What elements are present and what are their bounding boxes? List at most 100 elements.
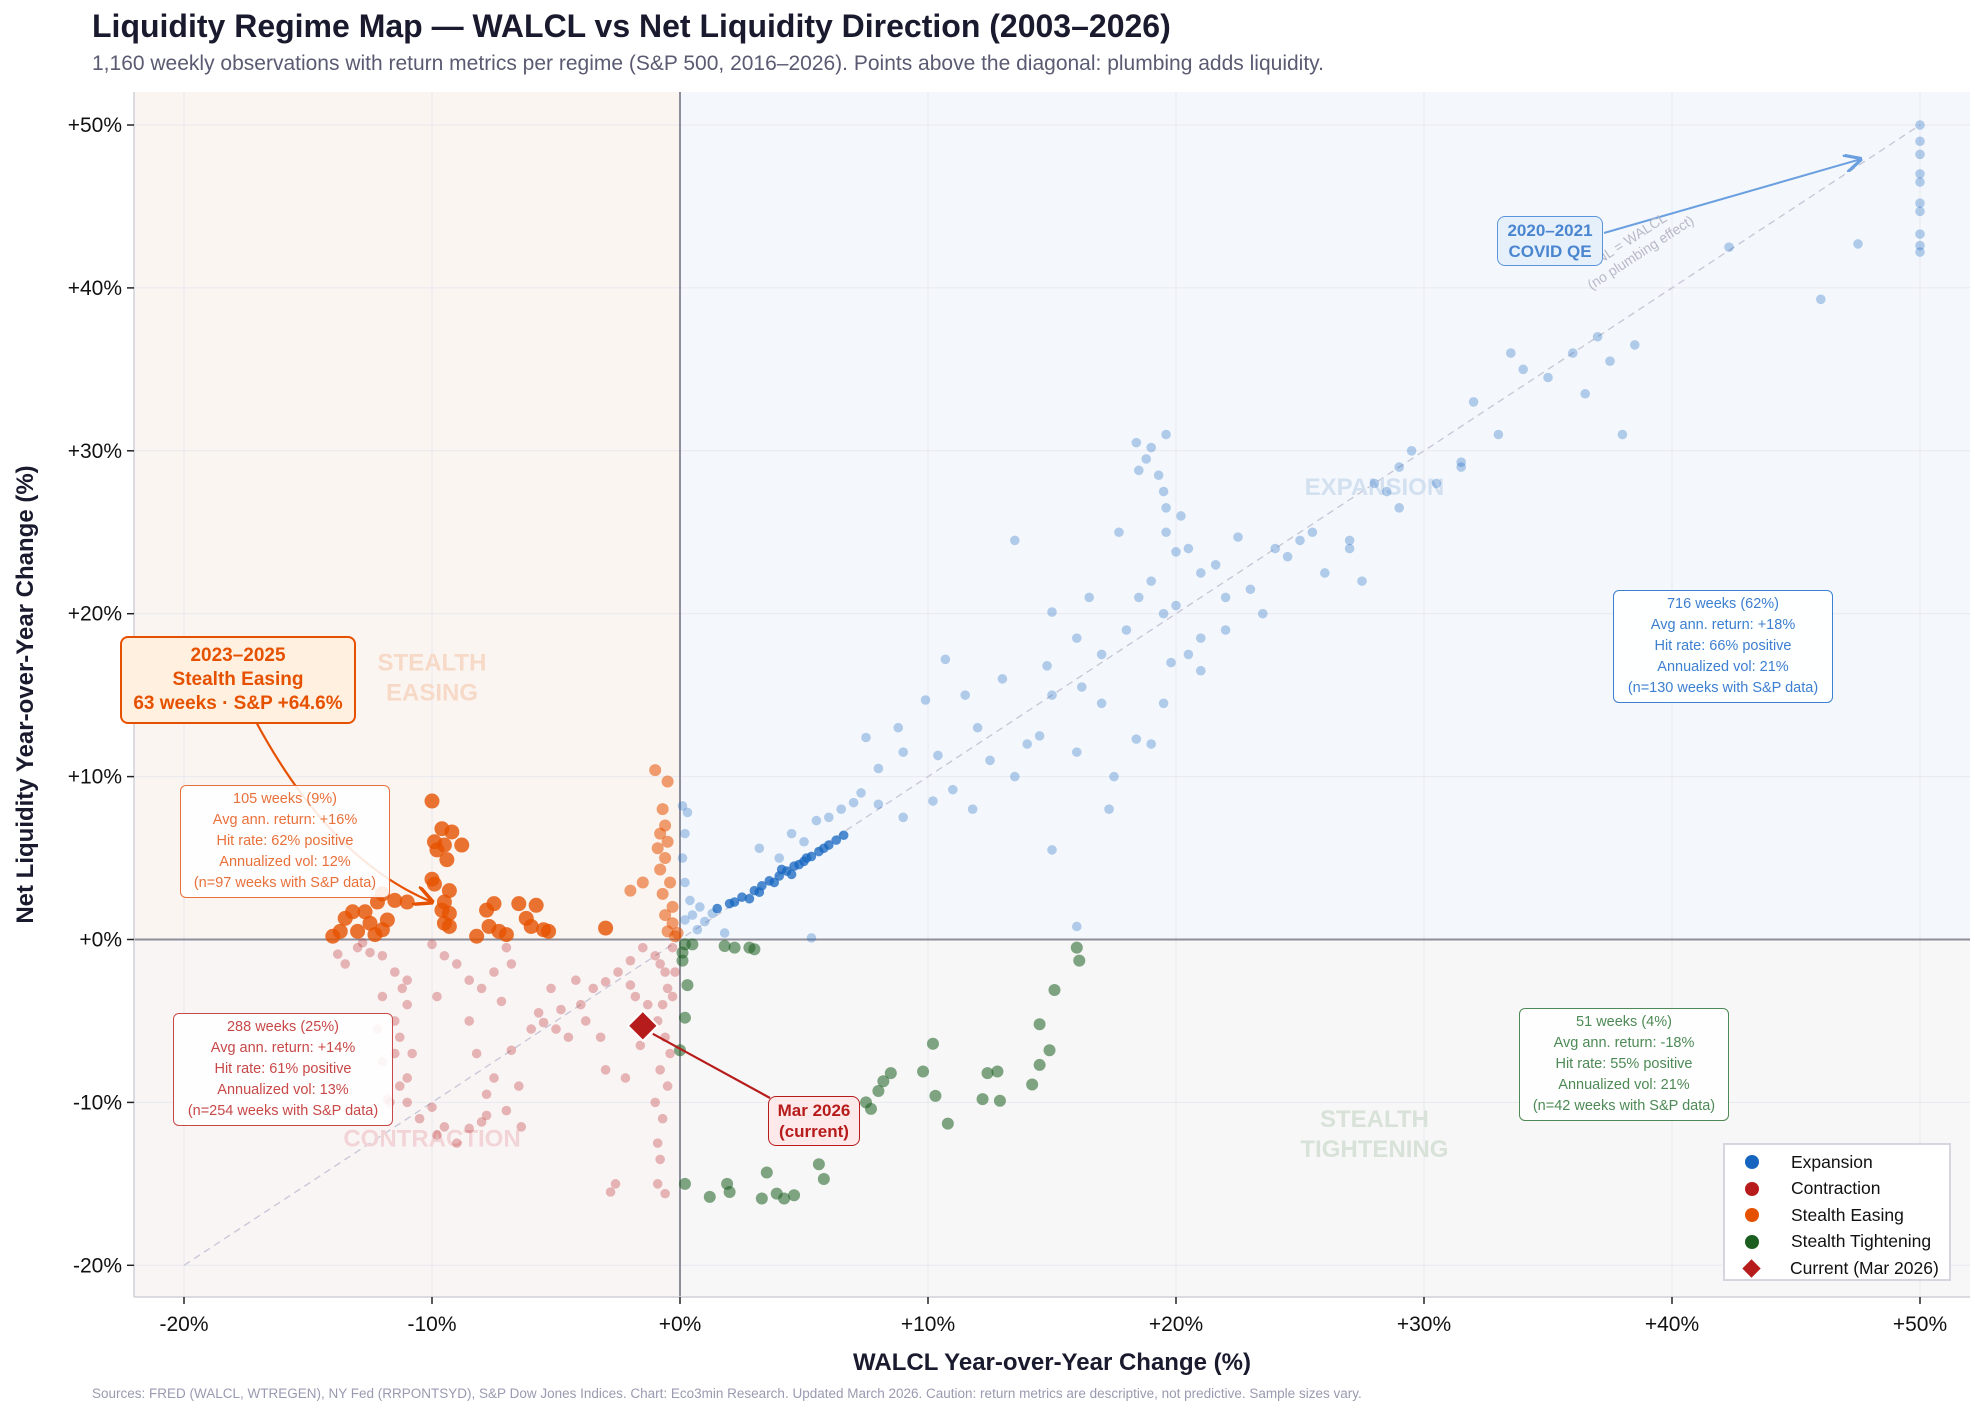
point-expansion <box>1210 560 1221 570</box>
point-contraction <box>340 959 351 969</box>
stat-hit-rate: Hit rate: 66% positive <box>1654 638 1792 654</box>
point-stealth-tightening <box>728 941 741 954</box>
point-stealth-easing <box>454 837 470 853</box>
point-expansion <box>898 812 908 823</box>
x-tick-label: +50% <box>1893 1313 1947 1336</box>
point-expansion <box>1915 120 1925 130</box>
point-stealth-easing <box>367 927 383 943</box>
point-stealth-easing <box>424 793 440 809</box>
point-expansion <box>1158 608 1169 619</box>
point-expansion <box>1295 535 1305 546</box>
point-stealth-easing <box>649 764 662 777</box>
point-contraction <box>501 1105 512 1116</box>
point-expansion <box>1915 169 1925 179</box>
point-contraction <box>563 1032 574 1043</box>
stat-vol: Annualized vol: 21% <box>1558 1077 1690 1093</box>
point-expansion <box>685 895 695 906</box>
legend-item-contraction: Contraction <box>1725 1176 1949 1203</box>
point-expansion <box>1568 348 1578 358</box>
point-contraction <box>439 1122 450 1132</box>
point-expansion <box>1114 527 1124 538</box>
legend-item-stealth-easing: Stealth Easing <box>1725 1202 1949 1229</box>
point-contraction <box>650 1097 660 1108</box>
point-expansion <box>1084 592 1094 603</box>
point-expansion <box>1592 331 1603 342</box>
point-stealth-easing <box>659 909 672 922</box>
point-stealth-easing <box>656 887 669 900</box>
point-expansion <box>1724 242 1734 252</box>
point-expansion <box>1047 690 1057 700</box>
point-expansion <box>769 877 780 888</box>
point-expansion <box>1146 442 1156 453</box>
zone-label-expansion: EXPANSION <box>1305 474 1445 501</box>
point-contraction <box>670 967 680 977</box>
point-expansion <box>1468 397 1479 407</box>
point-stealth-easing <box>541 923 557 939</box>
point-stealth-easing <box>486 896 502 912</box>
point-expansion <box>1104 804 1114 814</box>
point-contraction <box>439 950 450 961</box>
diagonal-line <box>183 124 1921 1266</box>
point-contraction <box>657 1113 668 1124</box>
point-stealth-easing <box>357 904 373 920</box>
point-stealth-tightening <box>755 1192 768 1205</box>
point-expansion <box>873 763 884 774</box>
y-tick-label: -20% <box>73 1254 122 1277</box>
point-contraction <box>476 1117 487 1127</box>
legend-item-stealth-tightening: Stealth Tightening <box>1725 1229 1949 1256</box>
point-expansion <box>1915 247 1925 257</box>
point-expansion <box>1320 568 1330 578</box>
point-expansion <box>1072 921 1082 932</box>
point-expansion <box>1131 437 1142 448</box>
callout-line1: 2020–2021 <box>1507 221 1593 240</box>
point-contraction <box>516 1122 527 1132</box>
point-expansion <box>1816 294 1826 305</box>
point-contraction <box>638 942 648 953</box>
point-expansion <box>680 915 690 925</box>
point-contraction <box>526 1024 536 1034</box>
point-stealth-easing <box>528 897 544 913</box>
point-contraction <box>551 1024 561 1034</box>
point-contraction <box>625 955 636 966</box>
point-contraction <box>576 999 586 1010</box>
point-contraction <box>655 1154 665 1165</box>
callout-stealth-easing-2023-2025: 2023–2025 Stealth Easing 63 weeks · S&P … <box>120 636 356 724</box>
point-contraction <box>625 980 636 990</box>
point-contraction <box>600 977 611 987</box>
y-axis-label: Net Liquidity Year-over-Year Change (%) <box>12 465 39 923</box>
region-expansion <box>680 92 1970 940</box>
point-contraction <box>514 1081 524 1091</box>
point-expansion <box>1196 633 1206 643</box>
point-expansion <box>1915 206 1925 217</box>
point-stealth-easing <box>439 852 455 868</box>
point-expansion <box>1196 665 1206 676</box>
point-contraction <box>352 942 363 953</box>
footer-sources: Sources: FRED (WALCL, WTREGEN), NY Fed (… <box>92 1386 1362 1401</box>
point-expansion <box>861 732 871 743</box>
callout-line2: (current) <box>779 1122 849 1141</box>
point-expansion <box>1617 429 1628 440</box>
legend-label: Contraction <box>1791 1178 1881 1199</box>
x-tick-label: +20% <box>1149 1313 1203 1336</box>
point-expansion <box>1258 608 1268 619</box>
point-contraction <box>365 947 375 958</box>
legend-item-expansion: Expansion <box>1725 1149 1949 1176</box>
legend-marker-diamond-icon <box>1742 1259 1761 1278</box>
point-expansion <box>786 869 797 880</box>
y-tick-label: +40% <box>68 277 122 300</box>
point-stealth-easing <box>436 837 452 853</box>
point-stealth-easing <box>636 876 649 889</box>
point-stealth-easing <box>661 835 674 848</box>
stat-weeks: 105 weeks (9%) <box>233 791 337 807</box>
legend-label: Current (Mar 2026) <box>1790 1257 1939 1278</box>
point-contraction <box>506 959 517 969</box>
point-expansion <box>1518 364 1528 375</box>
callout-covid-qe: 2020–2021 COVID QE <box>1497 216 1603 266</box>
point-expansion <box>985 755 995 766</box>
point-expansion <box>786 828 797 839</box>
point-stealth-tightening <box>877 1075 890 1088</box>
point-expansion <box>799 836 809 847</box>
point-expansion <box>1493 429 1504 440</box>
point-expansion <box>836 804 846 814</box>
point-expansion <box>1543 372 1553 383</box>
